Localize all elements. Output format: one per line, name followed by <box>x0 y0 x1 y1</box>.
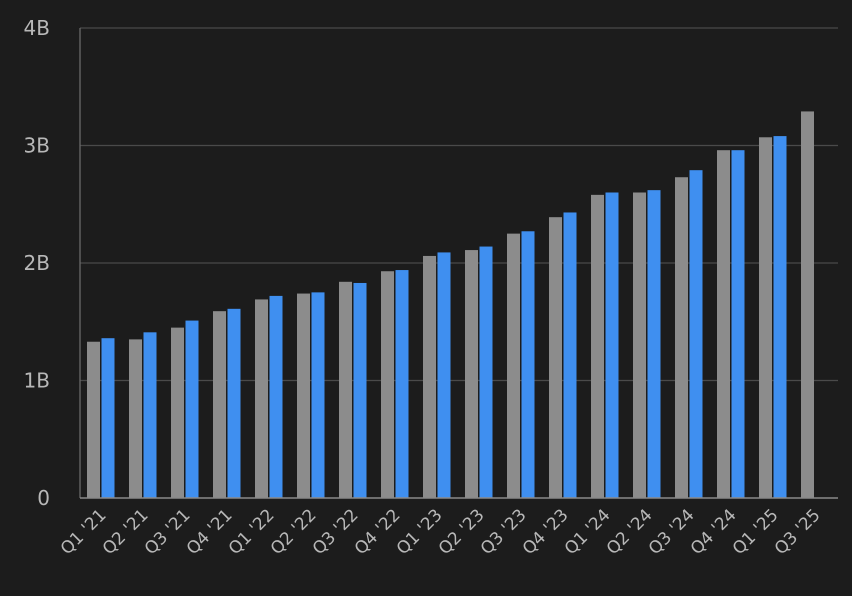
bar-series-1 <box>87 341 100 498</box>
bar-series-2 <box>479 246 493 498</box>
bar-series-1 <box>339 281 352 498</box>
bar-series-1 <box>255 299 268 498</box>
x-tick-label: Q3 '21 <box>141 505 195 559</box>
bar-series-2 <box>689 170 703 499</box>
bar-series-2 <box>227 308 241 498</box>
x-tick-label: Q3 '24 <box>645 505 699 559</box>
bar-series-2 <box>353 282 367 498</box>
x-tick-label: Q4 '24 <box>687 505 741 559</box>
bar-series-1 <box>717 150 730 498</box>
bar-series-1 <box>129 339 142 498</box>
x-tick-label: Q4 '22 <box>351 505 405 559</box>
x-tick-label: Q2 '24 <box>603 505 657 559</box>
bar-series-1 <box>507 233 520 498</box>
bar-series-1 <box>213 311 226 498</box>
x-tick-label: Q3 '23 <box>477 505 531 559</box>
bar-series-1 <box>549 217 562 499</box>
bar-series-2 <box>731 150 745 498</box>
x-tick-label: Q3 '22 <box>309 505 363 559</box>
bar-series-2 <box>101 338 115 498</box>
bar-series-2 <box>395 270 409 498</box>
bar-series-1 <box>297 293 310 498</box>
bar-series-2 <box>563 212 577 498</box>
y-tick-label: 2B <box>24 251 50 275</box>
bar-series-2 <box>269 295 283 498</box>
bar-series-1 <box>423 255 436 498</box>
bar-series-2 <box>647 190 661 498</box>
bar-series-1 <box>171 327 184 498</box>
axes <box>79 28 838 499</box>
bars <box>87 111 814 499</box>
bar-series-1 <box>591 194 604 498</box>
gridlines <box>80 27 838 382</box>
x-tick-label: Q2 '23 <box>435 505 489 559</box>
x-tick-label: Q1 '25 <box>729 505 783 559</box>
bar-series-1 <box>759 137 772 498</box>
bar-series-1 <box>801 111 814 499</box>
bar-series-2 <box>773 136 787 498</box>
y-tick-label: 1B <box>24 369 50 393</box>
y-tick-label: 3B <box>24 134 50 158</box>
x-tick-label: Q1 '21 <box>57 505 111 559</box>
y-tick-label: 0 <box>37 486 50 510</box>
bar-series-2 <box>185 320 199 498</box>
bar-series-2 <box>605 192 619 498</box>
x-tick-label: Q4 '21 <box>183 505 237 559</box>
bar-series-2 <box>521 231 535 498</box>
bar-series-1 <box>381 271 394 498</box>
bar-series-1 <box>465 250 478 498</box>
bar-series-2 <box>311 292 325 498</box>
bar-series-2 <box>143 332 157 498</box>
y-tick-label: 4B <box>24 16 50 40</box>
y-tick-labels: 0 1B 2B 3B 4B <box>24 16 50 510</box>
x-tick-label: Q1 '23 <box>393 505 447 559</box>
x-tick-label: Q2 '22 <box>267 505 321 559</box>
x-tick-label: Q4 '23 <box>519 505 573 559</box>
bar-series-1 <box>675 177 688 498</box>
x-tick-label: Q1 '22 <box>225 505 279 559</box>
x-tick-label: Q1 '24 <box>561 505 615 559</box>
x-tick-label: Q3 '25 <box>771 505 825 559</box>
bar-series-2 <box>437 252 451 498</box>
bar-series-1 <box>633 192 646 498</box>
x-tick-label: Q2 '21 <box>99 505 153 559</box>
